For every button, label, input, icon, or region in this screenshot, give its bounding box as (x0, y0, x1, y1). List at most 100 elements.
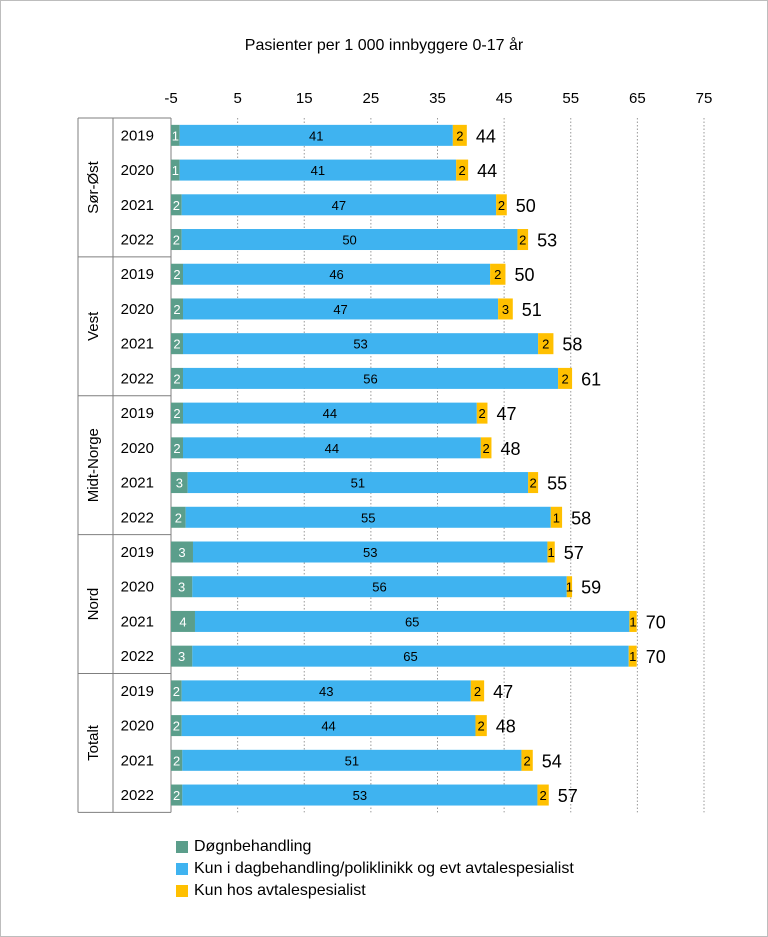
x-tick-label: 55 (562, 90, 579, 107)
bar-data-label: 1 (553, 510, 560, 525)
bar-data-label: 53 (363, 545, 377, 560)
bar-segment-dognbehandling (171, 159, 180, 181)
bar-segment-dagbehandling (182, 749, 522, 771)
bar-data-label: 2 (498, 198, 505, 213)
bar-data-label: 53 (353, 337, 367, 352)
x-tick-label: 5 (233, 90, 241, 107)
year-label: 2021 (121, 752, 154, 769)
bar-segment-dagbehandling (192, 541, 548, 563)
year-label: 2019 (121, 266, 154, 283)
year-label: 2019 (121, 127, 154, 144)
bar-segment-dagbehandling (182, 367, 559, 389)
bar-segment-avtalespesialist (490, 263, 506, 285)
bar-segment-avtalespesialist (476, 402, 488, 424)
bar-data-label: 2 (479, 406, 486, 421)
bar-data-label: 51 (351, 476, 365, 491)
bar-segment-dagbehandling (179, 124, 453, 146)
bar-data-label: 3 (176, 476, 183, 491)
bar-segment-dognbehandling (171, 576, 193, 598)
year-label: 2021 (121, 475, 154, 492)
bar-data-label: 1 (172, 163, 179, 178)
bar-total-label: 47 (496, 404, 516, 424)
bar-data-label: 2 (173, 719, 180, 734)
group-label: Nord (85, 588, 102, 621)
bar-data-label: 2 (173, 371, 180, 386)
bar-total-label: 55 (547, 474, 567, 494)
bar-total-label: 50 (514, 265, 534, 285)
bar-data-label: 2 (529, 476, 536, 491)
year-label: 2021 (121, 613, 154, 630)
year-label: 2022 (121, 509, 154, 526)
bar-data-label: 56 (363, 371, 377, 386)
bar-total-label: 51 (522, 300, 542, 320)
bar-data-label: 2 (173, 337, 180, 352)
bar-segment-avtalespesialist (517, 229, 529, 251)
bar-data-label: 56 (372, 580, 386, 595)
bar-segment-avtalespesialist (550, 506, 563, 528)
bar-segment-dagbehandling (182, 437, 481, 459)
bar-segment-dognbehandling (171, 367, 183, 389)
bar-data-label: 50 (342, 233, 356, 248)
bar-data-label: 44 (323, 406, 337, 421)
bar-segment-avtalespesialist (470, 680, 485, 702)
x-tick-label: 15 (296, 90, 313, 107)
legend-label-dagbehandling: Kun i dagbehandling/poliklinikk og evt a… (194, 860, 574, 877)
bar-data-label: 2 (173, 233, 180, 248)
bar-data-label: 55 (361, 510, 375, 525)
bar-data-label: 2 (561, 371, 568, 386)
group-label: Vest (85, 311, 102, 341)
bar-data-label: 2 (173, 684, 180, 699)
bar-data-label: 1 (629, 649, 636, 664)
bar-data-label: 51 (345, 753, 359, 768)
x-tick-label: -5 (164, 90, 177, 107)
x-tick-label: 25 (363, 90, 380, 107)
bar-segment-dagbehandling (182, 298, 499, 320)
bar-data-label: 65 (405, 614, 419, 629)
bar-total-label: 47 (493, 682, 513, 702)
bar-segment-avtalespesialist (558, 367, 573, 389)
bar-segment-dognbehandling (171, 437, 183, 459)
x-tick-label: 75 (696, 90, 713, 107)
legend-label-avtalespesialist: Kun hos avtalespesialist (194, 882, 366, 899)
legend-item-dognbehandling: Døgnbehandling (176, 836, 574, 858)
bar-total-label: 50 (516, 196, 536, 216)
bar-total-label: 54 (542, 751, 562, 771)
bar-data-label: 2 (173, 198, 180, 213)
bar-data-label: 47 (333, 302, 347, 317)
x-tick-label: 45 (496, 90, 513, 107)
bar-segment-dagbehandling (182, 263, 491, 285)
bar-segment-dagbehandling (181, 680, 471, 702)
bar-segment-dagbehandling (187, 472, 529, 494)
bar-data-label: 2 (483, 441, 490, 456)
year-label: 2022 (121, 370, 154, 387)
bar-segment-avtalespesialist (456, 159, 469, 181)
bar-data-label: 43 (319, 684, 333, 699)
bar-segment-dognbehandling (171, 263, 183, 285)
bar-data-label: 2 (175, 510, 182, 525)
year-label: 2020 (121, 579, 154, 596)
bar-total-label: 44 (477, 161, 497, 181)
bar-data-label: 2 (173, 788, 180, 803)
bar-segment-dagbehandling (181, 229, 518, 251)
bar-segment-avtalespesialist (498, 298, 513, 320)
bar-segment-dognbehandling (171, 680, 182, 702)
bar-data-label: 4 (179, 614, 186, 629)
year-label: 2022 (121, 648, 154, 665)
bar-segment-avtalespesialist (566, 576, 573, 598)
year-label: 2019 (121, 683, 154, 700)
bar-segment-avtalespesialist (496, 194, 507, 216)
bar-segment-dagbehandling (182, 784, 538, 806)
bar-total-label: 70 (646, 612, 666, 632)
bar-segment-avtalespesialist (629, 610, 637, 632)
bar-data-label: 2 (173, 302, 180, 317)
bar-data-label: 3 (178, 649, 185, 664)
bar-data-label: 2 (173, 406, 180, 421)
year-label: 2019 (121, 405, 154, 422)
bar-segment-dognbehandling (171, 124, 180, 146)
bar-total-label: 61 (581, 369, 601, 389)
bar-data-label: 65 (403, 649, 417, 664)
bar-segment-dognbehandling (171, 541, 193, 563)
bar-total-label: 48 (500, 439, 520, 459)
chart-title: Pasienter per 1 000 innbyggere 0-17 år (245, 36, 524, 54)
year-label: 2019 (121, 544, 154, 561)
